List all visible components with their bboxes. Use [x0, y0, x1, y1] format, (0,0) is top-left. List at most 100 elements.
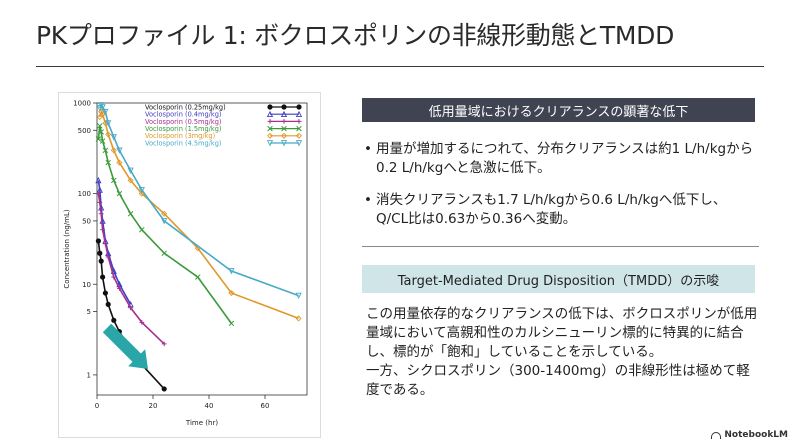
- data-point: [111, 317, 117, 323]
- x-axis-label: Time (hr): [185, 419, 218, 427]
- legend-entry-marker: [296, 104, 302, 110]
- chart-svg: 0 20 40 60 1 5 10 50 100 500 1000 Time (hr) Concentr…: [63, 100, 308, 427]
- data-point: [139, 319, 145, 325]
- x-tick-label: 20: [149, 402, 158, 410]
- legend-entry-marker: [266, 132, 274, 139]
- bullet-item: • 消失クリアランスも1.7 L/h/kgから0.6 L/h/kgへ低下し、Q/C…: [364, 191, 756, 229]
- bullet-dot: •: [364, 141, 372, 157]
- data-point: [111, 274, 117, 280]
- data-point: [99, 138, 106, 144]
- series-line: [97, 240, 165, 390]
- data-point: [99, 104, 106, 111]
- section-divider: [362, 246, 759, 247]
- y-tick-label: 500: [78, 127, 91, 135]
- data-point: [127, 210, 134, 217]
- data-point: [105, 159, 111, 166]
- x-tick-label: 40: [205, 402, 214, 410]
- data-point: [127, 177, 134, 184]
- legend-entry-marker: [267, 104, 273, 110]
- legend-entry-label: Voclosporin (3mg/kg): [145, 132, 215, 140]
- legend-entry-marker: [266, 140, 274, 147]
- legend-entry-label: Voclosporin (0.4mg/kg): [145, 111, 221, 119]
- legend-entry-label: Voclosporin (0.5mg/kg): [145, 118, 221, 126]
- data-point: [127, 167, 134, 174]
- legend-entry-marker: [295, 132, 303, 139]
- data-point: [102, 108, 109, 116]
- data-point: [138, 187, 145, 194]
- section2-body: この用量依存的なクリアランスの低下は、ボクロスポリンが低用量域において高親和性の…: [366, 305, 758, 400]
- plot-frame: [96, 102, 308, 396]
- legend-entry-marker: [295, 110, 303, 118]
- bullet-text: 消失クリアランスも1.7 L/h/kgから0.6 L/h/kgへ低下し、Q/CL…: [376, 192, 727, 227]
- legend-entry-marker: [281, 125, 287, 132]
- series-line: [99, 103, 299, 297]
- data-point: [95, 176, 102, 184]
- data-point: [105, 131, 112, 138]
- data-point: [102, 147, 109, 154]
- data-point: [128, 305, 133, 311]
- data-point: [228, 290, 235, 297]
- brand: NotebookLM: [711, 430, 788, 440]
- data-point: [195, 274, 201, 280]
- data-point: [117, 286, 122, 291]
- series-line: [99, 109, 299, 320]
- series-line: [97, 193, 165, 345]
- data-point: [99, 111, 106, 118]
- legend-entry-label: Voclosporin (1.5mg/kg): [145, 125, 221, 133]
- data-point: [96, 114, 103, 121]
- data-point: [116, 190, 123, 197]
- data-point: [116, 159, 123, 166]
- section1-heading: 低用量域におけるクリアランスの顕著な低下: [362, 98, 755, 122]
- pk-chart: 0 20 40 60 1 5 10 50 100 500 1000 Time (hr) Concentr…: [58, 92, 321, 438]
- data-point: [105, 120, 112, 127]
- data-point: [98, 211, 104, 217]
- data-point: [161, 210, 168, 217]
- legend-entry-label: Voclosporin (4.5mg/kg): [145, 139, 221, 147]
- data-point: [95, 238, 102, 244]
- y-tick-label: 100: [78, 190, 91, 198]
- data-point: [99, 274, 106, 280]
- data-point: [97, 200, 103, 205]
- data-point: [228, 320, 235, 327]
- section2-heading: Target-Mediated Drug Disposition（TMDD）の示…: [362, 265, 755, 293]
- data-point: [96, 186, 103, 193]
- x-tick-label: 60: [261, 402, 270, 410]
- bullet-dot: •: [364, 192, 372, 208]
- section1-bullets: • 用量が増加するにつれて、分布クリアランスは約1 L/h/kgから0.2 L/h…: [364, 140, 756, 242]
- legend-entry-marker: [281, 119, 287, 124]
- data-point: [96, 191, 101, 197]
- data-point: [111, 177, 117, 184]
- data-point: [102, 290, 109, 296]
- data-point: [105, 301, 111, 307]
- series-line: [97, 125, 233, 324]
- data-point: [139, 226, 145, 233]
- legend-entry-marker: [266, 110, 274, 118]
- y-axis-label: Concentration (ng/mL): [63, 209, 71, 288]
- data-point: [96, 105, 103, 112]
- title-rule: [36, 66, 764, 67]
- legend-entry-marker: [280, 110, 288, 118]
- data-point: [161, 386, 167, 392]
- data-point: [116, 147, 123, 154]
- data-point: [110, 134, 117, 141]
- data-point: [295, 315, 302, 322]
- data-point: [110, 147, 117, 154]
- bullet-text: 用量が増加するにつれて、分布クリアランスは約1 L/h/kgから0.2 L/h/…: [376, 141, 754, 176]
- y-tick-label: 50: [82, 217, 91, 225]
- data-point: [103, 241, 108, 247]
- y-tick-label: 1000: [73, 100, 91, 108]
- y-tick-label: 1: [87, 371, 91, 379]
- data-point: [98, 258, 104, 264]
- section2-paragraph: 一方、シクロスポリン（300-1400mg）の非線形性は極めて軽度である。: [366, 363, 750, 398]
- data-point: [161, 341, 167, 347]
- y-tick-label: 10: [82, 281, 91, 289]
- legend-entry-marker: [280, 140, 288, 147]
- legend-entry-marker: [296, 125, 302, 132]
- trend-arrow-icon: [102, 323, 148, 369]
- data-point: [161, 218, 168, 225]
- data-point: [295, 292, 302, 299]
- legend-entry-marker: [281, 104, 287, 110]
- slide-title: PKプロファイル 1: ボクロスポリンの非線形動態とTMDD: [36, 21, 675, 50]
- x-tick-label: 0: [95, 402, 99, 410]
- legend-entry-label: Voclosporin (0.25mg/kg): [145, 103, 226, 111]
